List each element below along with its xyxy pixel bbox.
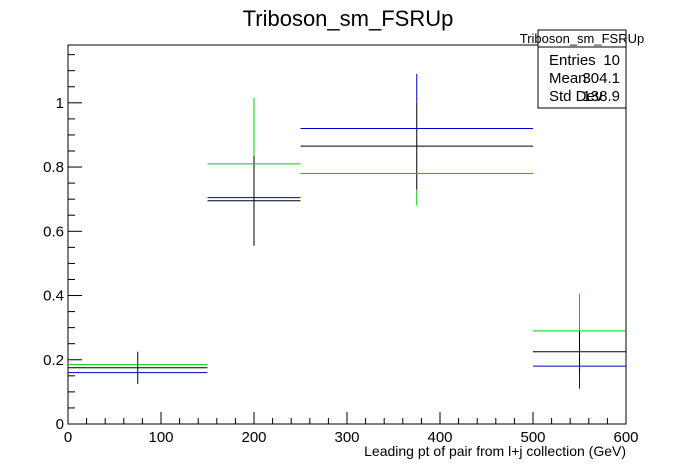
y-tick-label: 0.6 [43, 223, 64, 240]
chart-title: Triboson_sm_FSRUp [243, 6, 454, 31]
stats-box-frame [537, 29, 627, 109]
stats-label-mean: Mean [549, 70, 587, 87]
stats-value-stddev: 138.9 [582, 88, 620, 105]
x-axis-title: Leading pt of pair from l+j collection (… [364, 443, 626, 459]
stats-value-mean: 304.1 [582, 70, 620, 87]
x-tick-label: 300 [334, 429, 359, 446]
series-1 [68, 97, 626, 366]
y-tick-label: 0 [56, 416, 64, 433]
data-series [68, 73, 626, 389]
y-tick-label: 0.2 [43, 352, 64, 369]
x-tick-label: 0 [64, 429, 72, 446]
stats-box: Triboson_sm_FSRUp Entries 10 Mean 304.1 … [520, 29, 645, 109]
x-tick-label: 100 [148, 429, 173, 446]
series-0 [68, 102, 626, 384]
stats-value-entries: 10 [603, 52, 620, 69]
stats-label-entries: Entries [549, 52, 596, 69]
stats-box-title: Triboson_sm_FSRUp [520, 31, 645, 46]
x-tick-label: 500 [520, 429, 545, 446]
x-axis-ticks [67, 412, 627, 424]
y-tick-label: 0.4 [43, 288, 64, 305]
y-axis-ticks [68, 54, 82, 425]
x-tick-label: 200 [241, 429, 266, 446]
y-tick-label: 1 [56, 95, 64, 112]
x-axis-tick-labels: 0 100 200 300 400 500 600 [64, 429, 639, 446]
x-tick-label: 600 [613, 429, 638, 446]
y-tick-label: 0.8 [43, 159, 64, 176]
y-axis-tick-labels: 0 0.2 0.4 0.6 0.8 1 [43, 95, 64, 433]
stats-label-stddev: Std Dev [549, 88, 603, 105]
series-2 [68, 73, 626, 389]
x-tick-label: 400 [427, 429, 452, 446]
